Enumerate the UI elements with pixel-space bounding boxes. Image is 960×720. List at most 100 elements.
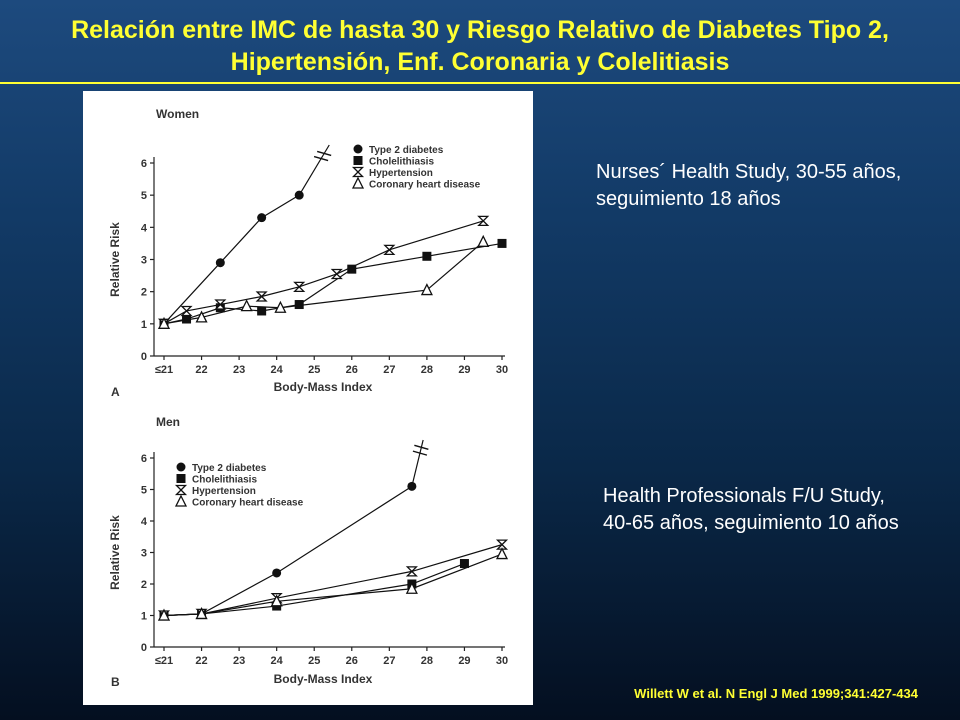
legend-label: Hypertension [369,168,433,179]
x-tick-label: 24 [271,364,284,376]
x-tick-label: ≤21 [155,655,173,667]
legend-label: Hypertension [192,486,256,497]
data-point-triangle [195,310,208,323]
legend-marker-hourglass [174,484,188,496]
data-point-hourglass [180,305,193,317]
x-tick-label: 29 [458,655,470,667]
x-tick-label: 22 [195,655,207,667]
data-point-square [182,314,192,324]
data-point-triangle [195,606,208,620]
data-point-hourglass [293,281,306,292]
series-hypertension [157,215,490,329]
y-tick-label: 2 [141,287,147,299]
data-point-hourglass [495,539,509,550]
y-tick-label: 5 [141,190,147,202]
data-point-hourglass [330,268,343,280]
legend-label: Type 2 diabetes [369,145,444,156]
series-line [163,241,484,325]
y-tick-label: 1 [141,611,147,623]
data-point-hourglass [255,291,268,302]
legend-marker-circle [176,462,186,472]
x-tick-label: 27 [383,364,395,376]
y-tick-label: 4 [141,222,148,234]
series-line [163,194,300,325]
axis-break-mark [313,155,329,162]
data-point-circle [257,213,267,223]
panel-letter: B [111,675,120,689]
x-tick-label: 30 [496,364,508,376]
legend-label: Type 2 diabetes [192,463,267,474]
x-tick-label: 29 [458,364,470,376]
x-tick-label: 26 [346,364,358,376]
series-line [163,220,484,325]
legend-label: Coronary heart disease [369,180,481,191]
data-point-hourglass [214,299,227,310]
data-point-square [294,300,304,310]
data-point-hourglass [405,566,418,577]
legend-label: Cholelithiasis [192,475,257,486]
y-tick-label: 3 [141,548,147,560]
axis-break-mark [412,450,428,456]
data-point-square [257,306,267,316]
panel-letter: A [111,385,120,399]
citation: Willett W et al. N Engl J Med 1999;341:4… [634,686,918,701]
x-tick-label: 23 [233,655,245,667]
series-coronary-heart-disease [157,234,490,329]
x-tick-label: 28 [421,364,433,376]
x-axis-label: Body-Mass Index [274,672,373,686]
study-note-women: Nurses´ Health Study, 30-55 años, seguim… [596,161,902,210]
x-tick-label: 26 [346,655,358,667]
data-point-circle [272,568,282,578]
x-tick-label: 28 [421,655,433,667]
slide-title-line1: Relación entre IMC de hasta 30 y Riesgo … [71,16,889,44]
figure-panel: Women 0 1 2 3 4 5 6 ≤21 22 23 24 25 26 27 28 29 30 Body-Ma… [83,91,533,705]
data-point-circle [215,258,225,268]
data-point-circle [407,481,417,491]
slide-title: Relación entre IMC de hasta 30 y Riesgo … [0,14,960,78]
data-point-triangle [157,608,171,621]
x-tick-label: 24 [271,655,284,667]
data-point-square [459,559,469,569]
legend-marker-triangle [351,176,365,189]
data-point-triangle [270,594,283,607]
legend-marker-hourglass [351,166,365,178]
x-tick-label: 23 [233,364,245,376]
legend-marker-circle [353,144,363,154]
data-point-triangle [495,547,509,560]
y-tick-label: 6 [141,453,147,465]
y-axis-label: Relative Risk [108,515,122,590]
data-point-square [347,264,357,274]
x-tick-label: 27 [383,655,395,667]
title-divider [0,82,960,84]
chart-title: Men [156,415,180,429]
y-tick-label: 0 [141,642,147,654]
x-axis-label: Body-Mass Index [274,380,373,394]
data-point-circle [294,190,304,200]
y-tick-label: 6 [141,158,147,170]
series-coronary-heart-disease [157,547,509,621]
study-note-men: Health Professionals F/U Study, 40-65 añ… [603,485,899,534]
series-line [163,242,503,325]
y-tick-label: 4 [141,516,148,528]
data-point-square [422,251,432,261]
data-point-triangle [274,300,287,313]
legend-marker-square [353,156,363,165]
series-line [163,562,465,617]
y-tick-label: 2 [141,579,147,591]
data-point-hourglass [477,215,490,227]
y-tick-label: 5 [141,485,147,497]
x-tick-label: 30 [496,655,508,667]
x-tick-label: ≤21 [155,364,173,376]
y-axis-label: Relative Risk [108,222,122,297]
legend-label: Cholelithiasis [369,157,434,168]
slide-title-line2: Hipertensión, Enf. Coronaria y Colelitia… [230,48,730,76]
data-point-triangle [157,316,171,329]
legend-label: Coronary heart disease [192,498,304,509]
axis-break-mark [414,444,429,450]
data-point-square [497,238,507,248]
data-point-hourglass [383,244,396,255]
legend-marker-square [176,474,186,483]
y-tick-label: 3 [141,255,147,267]
